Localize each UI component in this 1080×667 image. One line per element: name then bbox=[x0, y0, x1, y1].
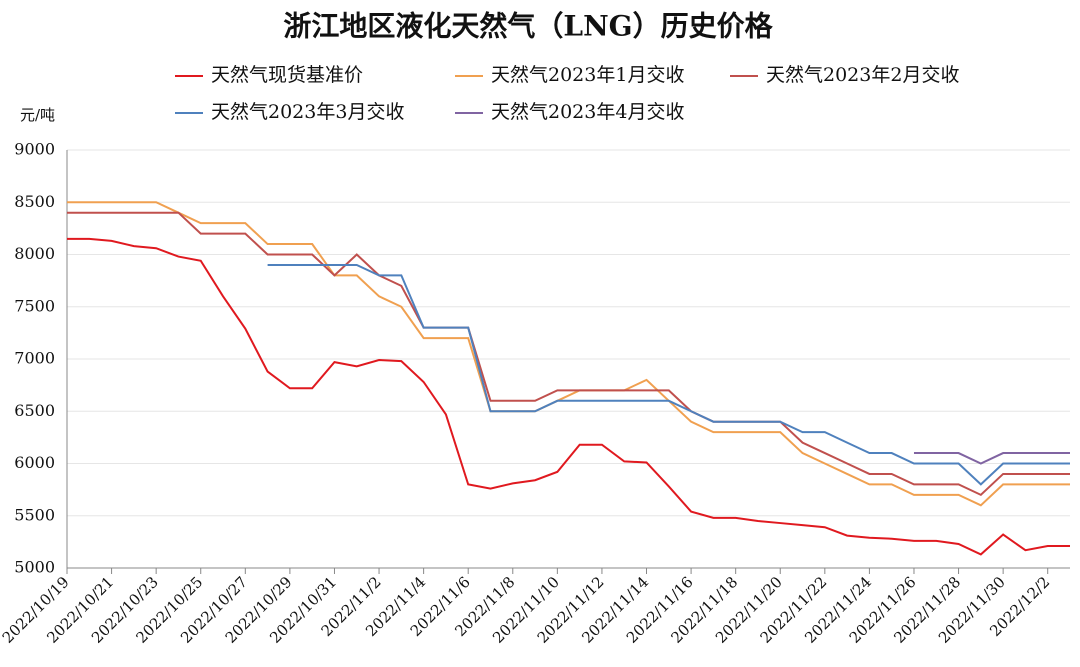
legend-label: 天然气2023年2月交收 bbox=[766, 64, 959, 86]
legend-label: 天然气2023年3月交收 bbox=[211, 101, 404, 123]
y-tick-label: 7500 bbox=[14, 296, 55, 315]
legend-label: 天然气现货基准价 bbox=[211, 64, 363, 86]
y-tick-label: 7000 bbox=[14, 349, 55, 368]
legend-label: 天然气2023年1月交收 bbox=[491, 64, 684, 86]
series-line bbox=[267, 263, 1070, 486]
y-tick-label: 6500 bbox=[14, 401, 55, 420]
y-axis-label: 元/吨 bbox=[20, 106, 55, 124]
chart-title: 浙江地区液化天然气（LNG）历史价格 bbox=[283, 10, 773, 43]
y-tick-label: 8500 bbox=[14, 192, 55, 211]
y-tick-label: 8000 bbox=[14, 244, 55, 263]
y-tick-label: 5500 bbox=[14, 505, 55, 524]
y-tick-label: 5000 bbox=[14, 558, 55, 577]
series-line bbox=[67, 201, 1070, 507]
y-tick-label: 9000 bbox=[14, 140, 55, 159]
series-line bbox=[913, 452, 1070, 465]
legend-label: 天然气2023年4月交收 bbox=[491, 101, 684, 123]
y-tick-label: 6000 bbox=[14, 453, 55, 472]
series-line bbox=[67, 237, 1070, 556]
series-line bbox=[67, 211, 1070, 497]
